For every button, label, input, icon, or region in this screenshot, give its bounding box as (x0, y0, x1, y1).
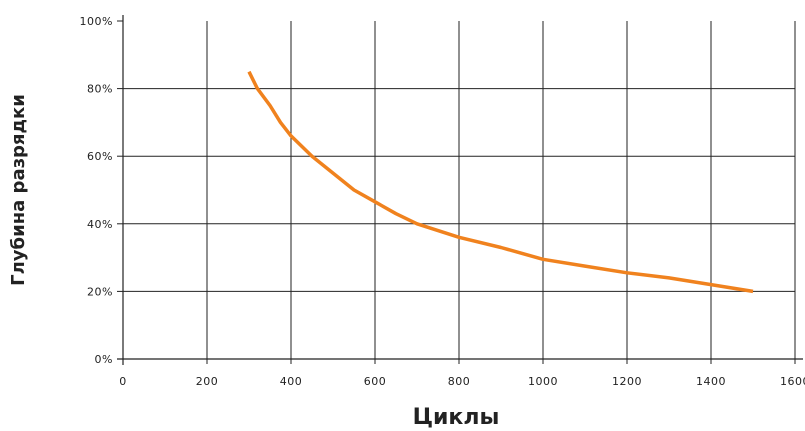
series-line-0 (247, 70, 754, 294)
x-tick-label-1600: 1600 (780, 375, 805, 388)
y-tick-label-80: 80% (87, 83, 113, 96)
x-tick-label-1000: 1000 (528, 375, 558, 388)
x-tick-label-400: 400 (280, 375, 303, 388)
series (247, 70, 754, 294)
x-tick-label-1400: 1400 (696, 375, 726, 388)
x-tick-label-800: 800 (448, 375, 471, 388)
x-axis-title: Циклы (413, 405, 500, 430)
y-tick-label-40: 40% (87, 218, 113, 231)
x-tick-label-1200: 1200 (612, 375, 642, 388)
x-tick-label-200: 200 (196, 375, 219, 388)
x-tick-label-600: 600 (364, 375, 387, 388)
y-tick-label-20: 20% (87, 285, 113, 298)
y-tick-label-60: 60% (87, 150, 113, 163)
axes (117, 15, 803, 365)
grid (123, 21, 796, 359)
y-axis-title: Глубина разрядки (8, 94, 29, 286)
y-tick-label-0: 0% (95, 353, 113, 366)
y-tick-label-100: 100% (80, 15, 113, 28)
tick-labels: 0% 20% 40% 60% 80% 100% 0 200 400 600 800 1000 1200 1… (80, 15, 805, 388)
x-tick-label-0: 0 (119, 375, 127, 388)
